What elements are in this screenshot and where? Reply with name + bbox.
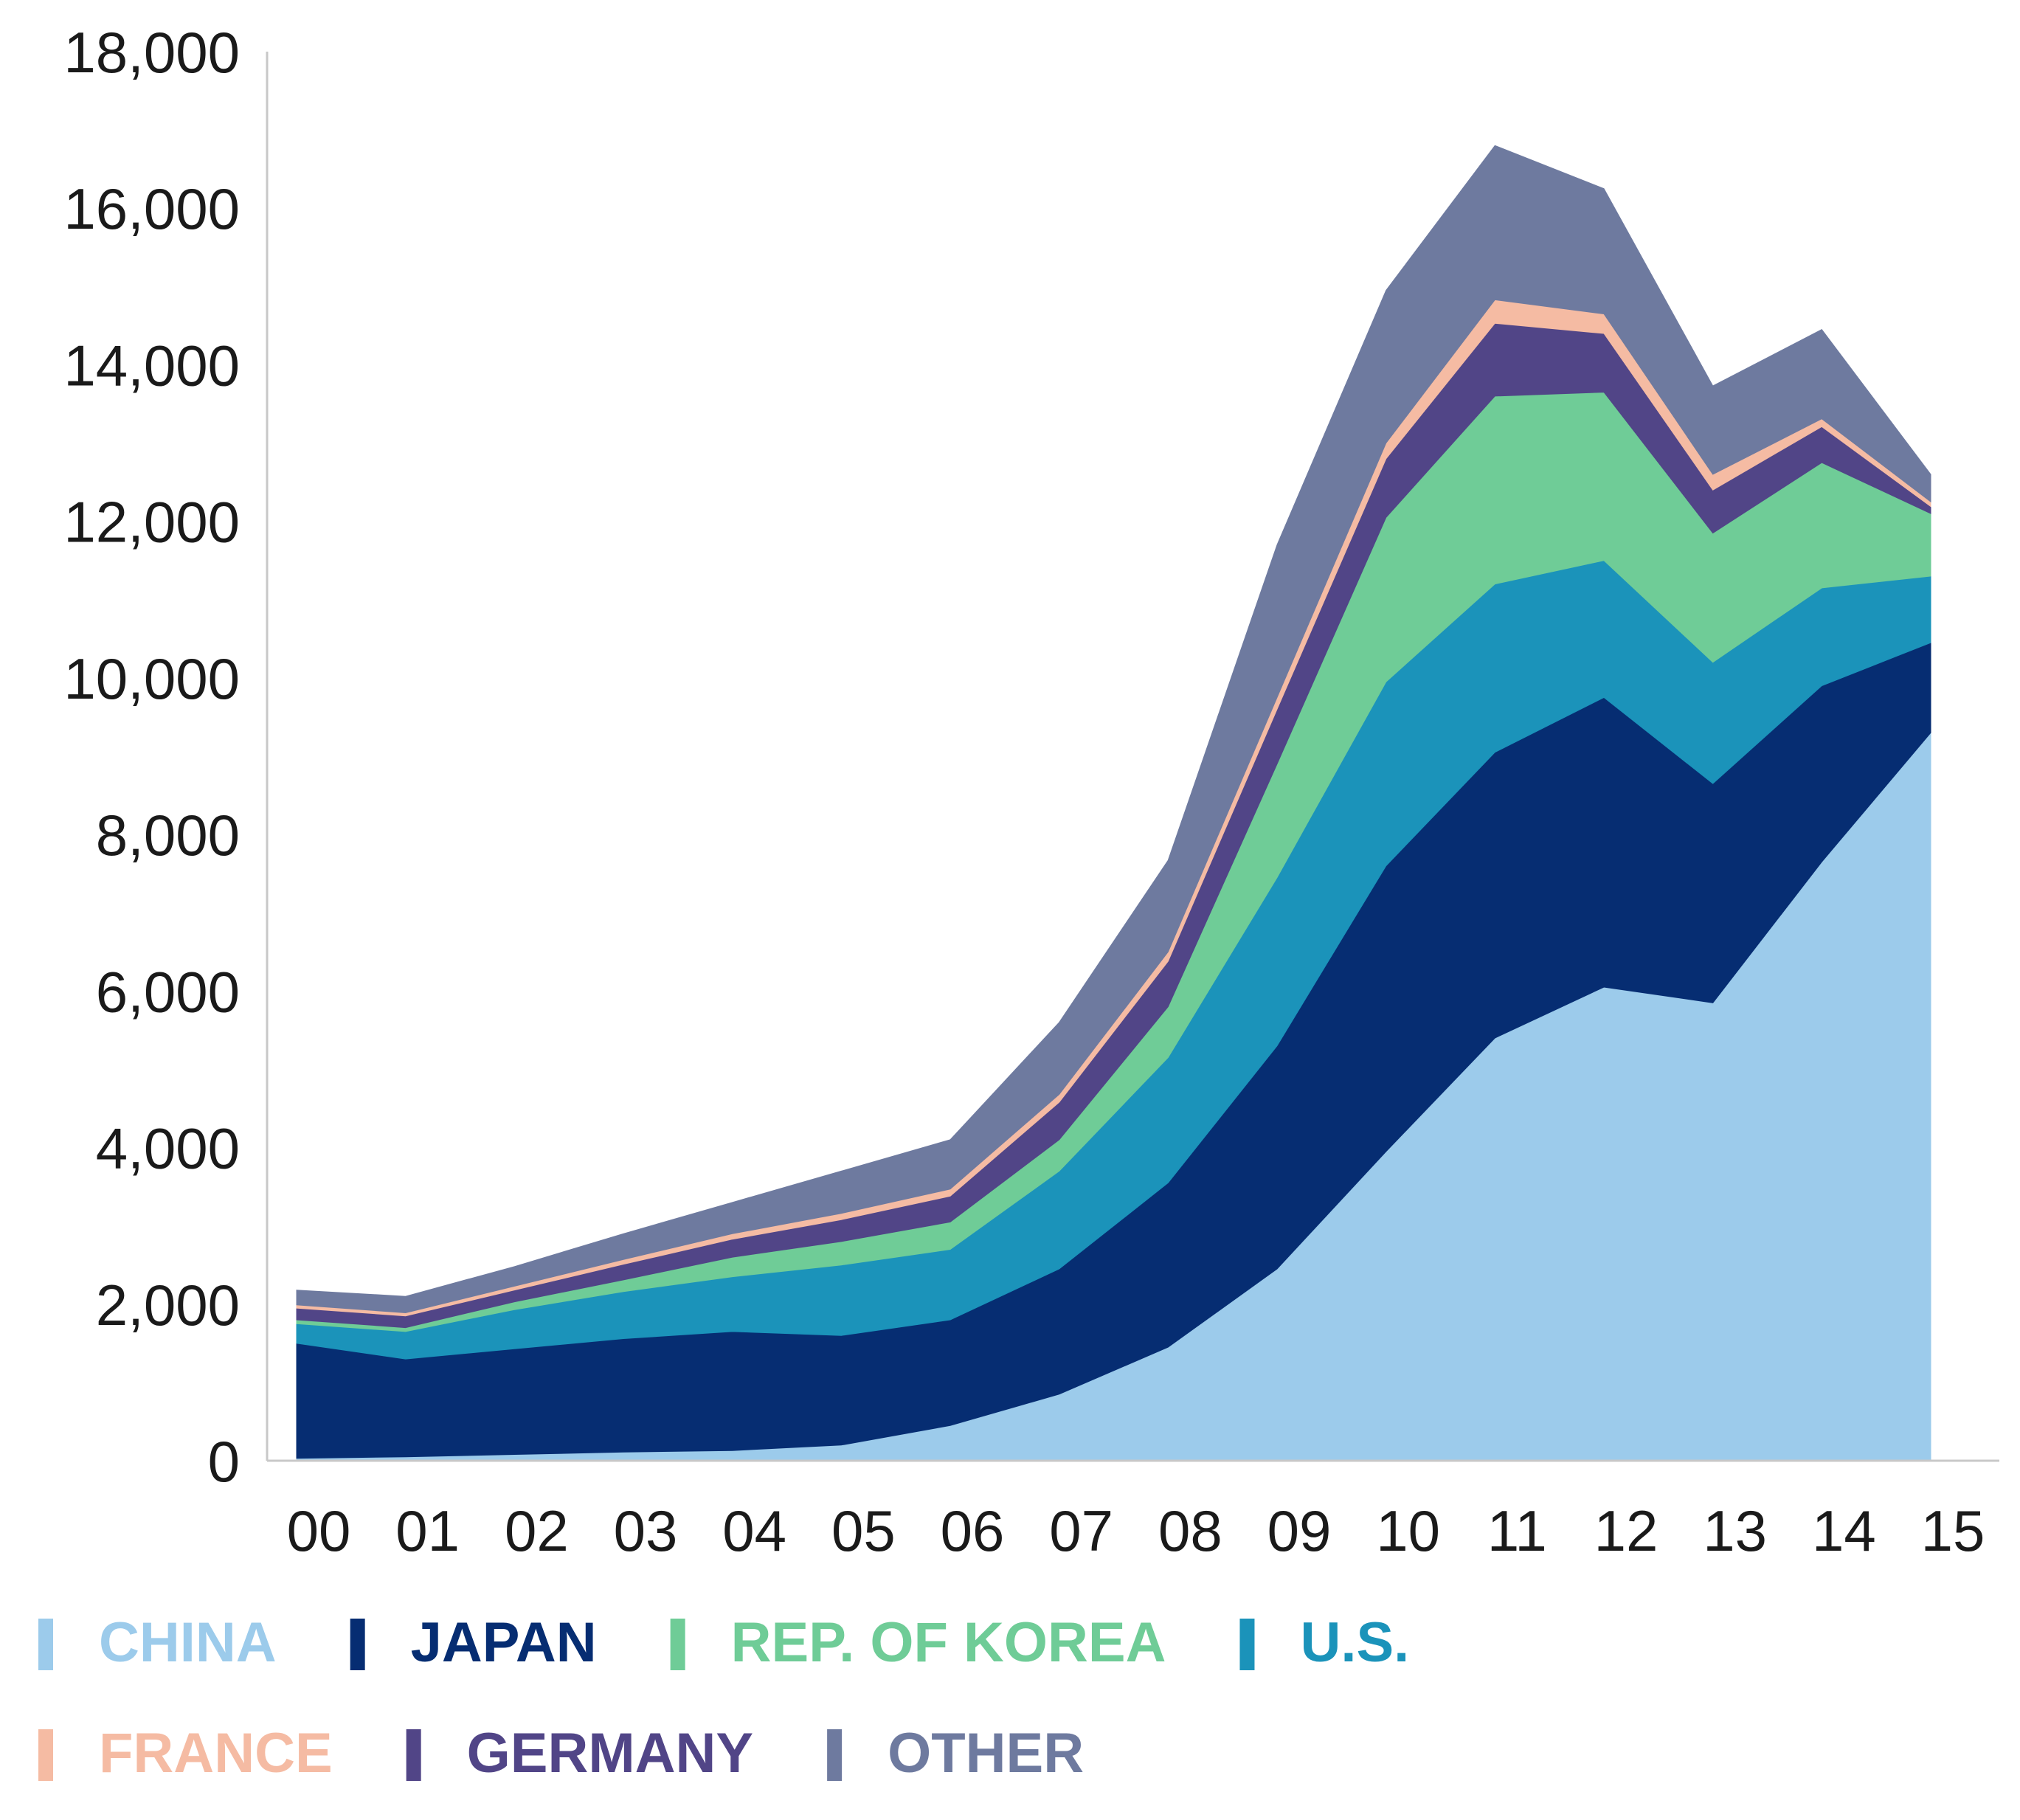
legend-item-china: CHINA [38,1611,277,1674]
area-series-group [296,145,1931,1461]
x-tick-label: 07 [1049,1498,1113,1563]
legend-label: U.S. [1300,1611,1409,1674]
x-tick-label: 00 [287,1498,351,1563]
legend-item-other: OTHER [827,1722,1084,1785]
x-tick-label: 06 [941,1498,1005,1563]
legend-label: GERMANY [467,1722,753,1785]
legend-item-france: FRANCE [38,1722,333,1785]
y-tick-label: 14,000 [63,333,240,398]
x-tick-label: 13 [1703,1498,1767,1563]
legend-label: JAPAN [411,1611,597,1674]
legend-item-japan: JAPAN [350,1611,597,1674]
y-tick-label: 16,000 [63,176,240,241]
legend-swatch [38,1729,53,1781]
y-tick-label: 18,000 [63,20,240,85]
y-tick-label: 0 [208,1429,240,1494]
x-tick-label: 08 [1158,1498,1222,1563]
legend-swatch [38,1619,53,1670]
legend-label: OTHER [888,1722,1084,1785]
y-tick-label: 12,000 [63,490,240,555]
legend-label: FRANCE [99,1722,333,1785]
x-tick-label: 14 [1812,1498,1876,1563]
legend-swatch [827,1729,843,1781]
x-tick-label: 04 [722,1498,786,1563]
legend-item-rep-of-korea: REP. OF KOREA [670,1611,1166,1674]
area-series-other [296,145,1931,1314]
x-tick-label: 01 [395,1498,460,1563]
y-tick-label: 6,000 [96,959,240,1024]
y-tick-labels: 0 2,000 4,000 6,000 8,000 10,000 12,000 14,000 1… [63,20,240,1494]
y-tick-label: 4,000 [96,1116,240,1181]
legend-swatch [1239,1619,1255,1670]
x-tick-label: 05 [831,1498,896,1563]
x-tick-label: 02 [505,1498,569,1563]
x-tick-label: 11 [1487,1498,1547,1563]
legend-swatch [350,1619,365,1670]
axes-group [266,52,1999,1462]
x-tick-labels: 00 01 02 03 04 05 06 07 08 09 10 11 12 13 14 15 [287,1498,1985,1563]
legend-swatch [406,1729,421,1781]
y-tick-label: 2,000 [96,1273,240,1338]
x-tick-label: 15 [1921,1498,1985,1563]
legend-label: REP. OF KOREA [731,1611,1166,1674]
legend-label: CHINA [99,1611,277,1674]
y-tick-label: 8,000 [96,803,240,868]
x-tick-label: 03 [614,1498,678,1563]
legend-item-u-s: U.S. [1239,1611,1409,1674]
legend: CHINA JAPAN REP. OF KOREA U.S. FRANCE GERMANY… [38,1611,1409,1785]
x-tick-label: 12 [1594,1498,1658,1563]
x-tick-label: 09 [1267,1498,1332,1563]
legend-item-germany: GERMANY [406,1722,753,1785]
x-tick-label: 10 [1376,1498,1440,1563]
legend-swatch [670,1619,685,1670]
y-tick-label: 10,000 [63,646,240,711]
